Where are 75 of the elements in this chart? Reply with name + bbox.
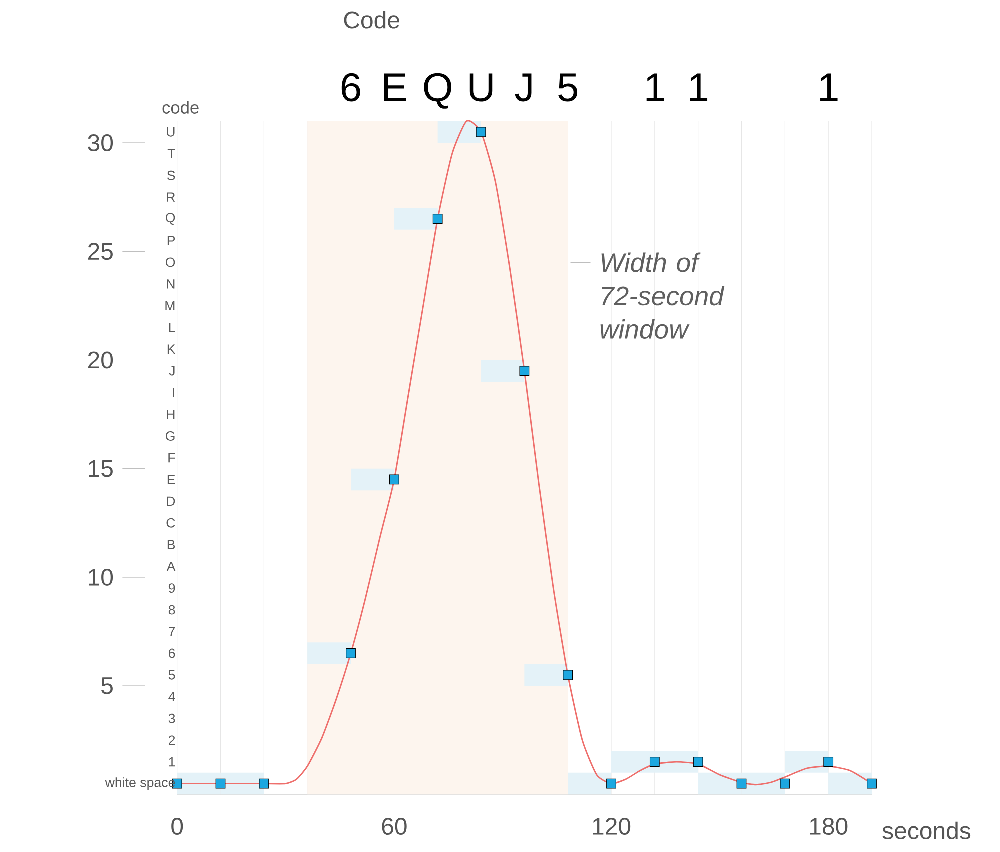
y2-tick-label: 5 <box>168 670 176 680</box>
y2-tick-label: A <box>166 562 176 572</box>
y-tick-label: 30 <box>88 134 114 152</box>
text: Q <box>424 73 452 109</box>
y-tick-label: 15 <box>89 460 113 478</box>
y2-tick-label: S <box>167 170 176 180</box>
text: J <box>515 74 532 102</box>
y2-tick-label: G <box>166 432 175 441</box>
text: 1 <box>820 74 838 102</box>
point <box>693 757 704 768</box>
y2-tick-label: E <box>168 475 176 484</box>
x-tick-label: 180 <box>810 818 848 836</box>
y-tick-label: 10 <box>89 568 114 586</box>
y2-tick-label: 8 <box>168 605 176 615</box>
point <box>650 757 660 768</box>
bar <box>828 772 872 795</box>
bar <box>524 664 568 686</box>
point <box>736 778 747 789</box>
text: 1 <box>646 74 664 102</box>
y2-tick-label: 3 <box>168 714 176 724</box>
y-tick-label: 5 <box>102 678 113 694</box>
point <box>824 757 834 768</box>
text: 1 <box>690 74 708 102</box>
y2-tick-label: C <box>166 518 176 528</box>
y2-tick-label: T <box>168 149 176 158</box>
point <box>389 474 400 485</box>
text: E <box>384 74 406 102</box>
bar <box>351 468 394 491</box>
y2-tick-label: 7 <box>169 627 176 636</box>
point <box>563 670 574 680</box>
y2-tick-label: M <box>166 301 175 311</box>
y2-tick-label: R <box>167 192 176 202</box>
y2-tick-label: N <box>167 280 175 289</box>
y2-tick-label: K <box>168 344 176 354</box>
point <box>432 214 443 224</box>
bar <box>568 772 612 795</box>
x-tick-label: 120 <box>593 818 631 836</box>
y2-tick-label: 4 <box>168 692 176 702</box>
y2-tick-label: 1 <box>169 757 176 767</box>
y-tick-label: 25 <box>88 243 113 260</box>
point <box>867 778 877 789</box>
y2-tick-label: D <box>167 496 176 506</box>
point <box>216 778 226 789</box>
text: 6 <box>342 73 360 102</box>
y2-tick-label: I <box>173 388 174 398</box>
y2-tick-label: B <box>168 540 176 550</box>
y2-axis-title: code <box>162 101 199 114</box>
y2-tick-label: 9 <box>168 584 176 594</box>
y2-tick-label: Q <box>166 213 176 225</box>
bar <box>308 642 352 664</box>
x-tick-label: 0 <box>172 818 184 836</box>
band-label: Width of 72-second window <box>600 252 725 340</box>
y2-tick-label: F <box>168 453 176 463</box>
point <box>520 366 530 376</box>
text: U <box>470 74 493 102</box>
point <box>346 648 356 658</box>
y2-tick-label: 2 <box>168 736 176 746</box>
x-tick-label: 60 <box>382 818 407 836</box>
text: Code <box>344 11 400 29</box>
y2-tick-label: 6 <box>168 648 176 658</box>
y2-tick-label: O <box>166 258 176 268</box>
point <box>259 778 270 789</box>
y2-tick-label: P <box>168 236 176 246</box>
y2-tick-label: L <box>169 323 176 332</box>
text: 5 <box>558 74 578 102</box>
bar <box>394 208 438 230</box>
y2-tick-label: H <box>167 410 175 420</box>
y2-tick-label: U <box>167 128 175 137</box>
y2-tick-label: J <box>169 366 175 376</box>
point <box>606 778 616 789</box>
point <box>780 778 790 789</box>
y-tick-label: 20 <box>88 352 114 369</box>
point <box>476 127 486 138</box>
bar <box>481 360 525 382</box>
x-axis-title: seconds <box>882 822 971 840</box>
